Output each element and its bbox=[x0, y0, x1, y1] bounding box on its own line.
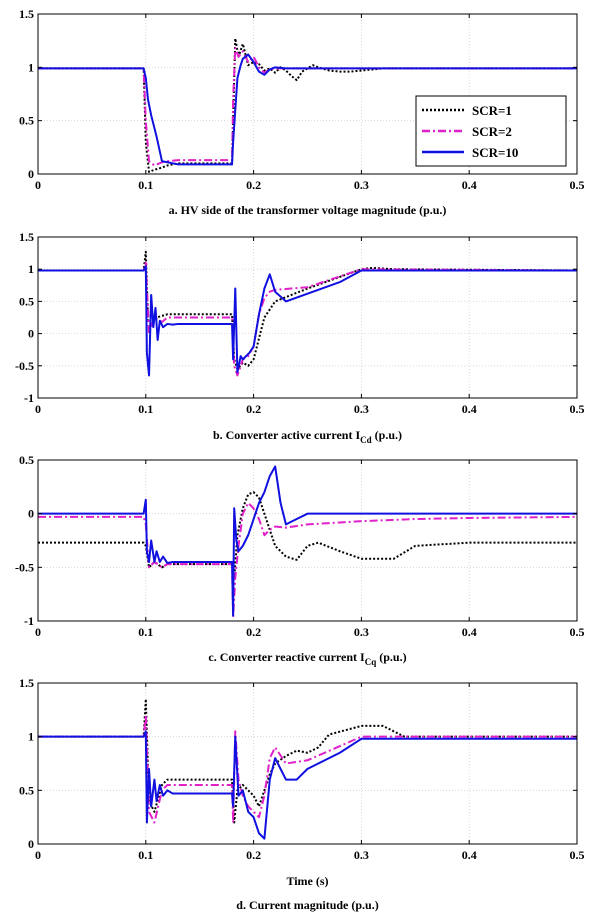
y-tick-label: 0.5 bbox=[19, 114, 34, 128]
series-group bbox=[38, 250, 577, 377]
y-tick-label: 1.5 bbox=[19, 230, 34, 244]
x-tick-label: 0.1 bbox=[138, 402, 153, 416]
legend-label: SCR=1 bbox=[472, 103, 512, 118]
caption-symbol: I bbox=[355, 428, 360, 442]
x-tick-label: 0.1 bbox=[138, 625, 153, 639]
series-line-scr-2 bbox=[38, 714, 577, 824]
axes-frame bbox=[37, 459, 578, 622]
x-tick-label: 0.4 bbox=[462, 848, 477, 862]
y-tick-label: 0.5 bbox=[19, 294, 34, 308]
series-line-scr-10 bbox=[38, 53, 577, 166]
legend-label: SCR=2 bbox=[472, 124, 512, 139]
chart-panel-0: 0 0.1 0.2 0.3 0.4 0.5 0 0.5 1 1.5 a. HV side of th… bbox=[19, 7, 585, 217]
x-tick-label: 0 bbox=[35, 402, 41, 416]
series-line-scr-2 bbox=[38, 261, 577, 377]
axes-frame bbox=[37, 682, 578, 845]
caption-text: c. Converter reactive current bbox=[208, 650, 360, 664]
caption-suffix: (p.u.) bbox=[376, 650, 406, 664]
axes-frame bbox=[37, 13, 578, 175]
series-group bbox=[38, 37, 577, 173]
y-tick-label: 1.5 bbox=[19, 7, 34, 21]
y-tick-label: -1 bbox=[24, 614, 34, 628]
legend: SCR=1 SCR=2 SCR=10 bbox=[415, 95, 567, 167]
x-tick-label: 0 bbox=[35, 178, 41, 192]
caption-symbol: I bbox=[360, 650, 365, 664]
y-tick-label: 1 bbox=[28, 730, 34, 744]
y-tick-label: 0.5 bbox=[19, 783, 34, 797]
x-axis-label: Time (s) bbox=[286, 874, 328, 888]
y-tick-label: -1 bbox=[24, 391, 34, 405]
y-tick-label: 0 bbox=[28, 837, 34, 851]
x-tick-label: 0.4 bbox=[462, 178, 477, 192]
y-tick-label: 0 bbox=[28, 327, 34, 341]
legend-label: SCR=10 bbox=[472, 145, 518, 160]
x-tick-label: 0.2 bbox=[246, 625, 261, 639]
caption-suffix: (p.u.) bbox=[372, 428, 402, 442]
x-tick-label: 0.1 bbox=[138, 178, 153, 192]
x-tick-label: 0.2 bbox=[246, 848, 261, 862]
series-group bbox=[38, 698, 577, 840]
series-line-scr-1 bbox=[38, 698, 577, 824]
x-tick-label: 0.2 bbox=[246, 402, 261, 416]
caption-text: a. HV side of the transformer voltage ma… bbox=[169, 203, 447, 217]
y-tick-label: -0.5 bbox=[15, 560, 34, 574]
y-tick-label: -0.5 bbox=[15, 359, 34, 373]
x-tick-label: 0.5 bbox=[570, 402, 585, 416]
y-tick-label: 1.5 bbox=[19, 676, 34, 690]
x-tick-label: 0.3 bbox=[354, 402, 369, 416]
series-line-scr-1 bbox=[38, 491, 577, 580]
x-tick-label: 0 bbox=[35, 848, 41, 862]
series-line-scr-10 bbox=[38, 264, 577, 377]
caption-text: b. Converter active current bbox=[213, 428, 356, 442]
chart-caption: d. Current magnitude (p.u.) bbox=[236, 898, 378, 912]
y-tick-label: 0 bbox=[28, 167, 34, 181]
x-tick-label: 0 bbox=[35, 625, 41, 639]
series-line-scr-1 bbox=[38, 37, 577, 173]
chart-caption: a. HV side of the transformer voltage ma… bbox=[169, 203, 447, 217]
caption-subscript: Cd bbox=[360, 435, 372, 445]
x-tick-label: 0.1 bbox=[138, 848, 153, 862]
chart-panel-1: 0 0.1 0.2 0.3 0.4 0.5 -1 -0.5 0 0.5 1 1.5 b. Convert… bbox=[15, 230, 585, 445]
series-line-scr-10 bbox=[38, 465, 577, 617]
caption-text: d. Current magnitude (p.u.) bbox=[236, 898, 378, 912]
chart-panel-2: 0 0.1 0.2 0.3 0.4 0.5 -1 -0.5 0 0.5 c. Converter r… bbox=[15, 453, 585, 667]
x-tick-label: 0.4 bbox=[462, 625, 477, 639]
x-tick-label: 0.4 bbox=[462, 402, 477, 416]
x-tick-label: 0.5 bbox=[570, 848, 585, 862]
series-line-scr-2 bbox=[38, 501, 577, 619]
chart-caption: b. Converter active current ICd (p.u.) bbox=[213, 428, 402, 445]
series-group bbox=[38, 465, 577, 619]
axes-frame bbox=[37, 236, 578, 399]
caption-subscript: Cq bbox=[365, 657, 377, 667]
y-tick-label: 1 bbox=[28, 262, 34, 276]
y-tick-label: 0.5 bbox=[19, 453, 34, 467]
x-tick-label: 0.3 bbox=[354, 848, 369, 862]
x-tick-label: 0.3 bbox=[354, 625, 369, 639]
x-tick-label: 0.5 bbox=[570, 178, 585, 192]
x-tick-label: 0.3 bbox=[354, 178, 369, 192]
y-tick-label: 1 bbox=[28, 60, 34, 74]
series-line-scr-10 bbox=[38, 730, 577, 840]
x-tick-label: 0.5 bbox=[570, 625, 585, 639]
x-tick-label: 0.2 bbox=[246, 178, 261, 192]
chart-caption: c. Converter reactive current ICq (p.u.) bbox=[208, 650, 406, 667]
y-tick-label: 0 bbox=[28, 507, 34, 521]
chart-panel-3: 0 0.1 0.2 0.3 0.4 0.5 0 0.5 1 1.5 Time (s) d. Curre… bbox=[19, 676, 585, 912]
